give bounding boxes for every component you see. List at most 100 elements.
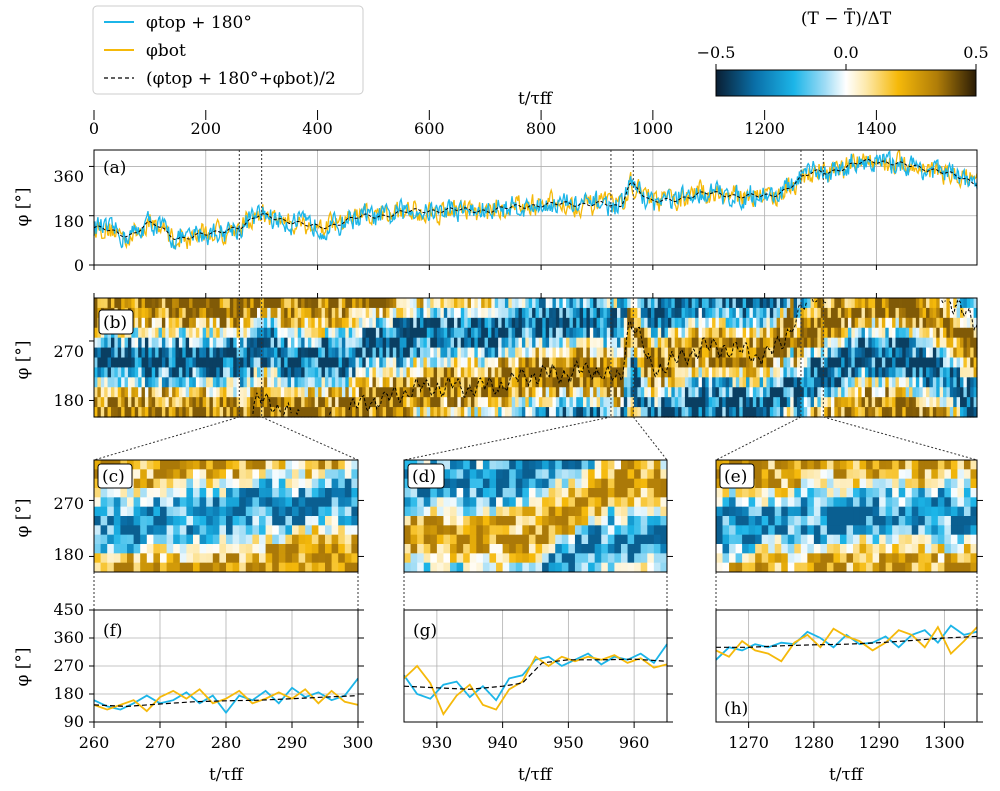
heat-cell	[104, 337, 109, 349]
heat-cell	[872, 525, 880, 536]
heat-cell	[664, 298, 669, 309]
heat-cell	[511, 377, 516, 388]
heat-cell	[212, 298, 217, 309]
heat-cell	[97, 357, 102, 369]
heat-cell	[817, 407, 822, 418]
heat-cell	[824, 367, 829, 378]
heat-cell	[827, 387, 832, 398]
heat-cell	[193, 534, 201, 545]
heat-cell	[127, 506, 135, 517]
panel-b-ytick: 180	[53, 391, 84, 410]
heat-cell	[960, 337, 965, 349]
heat-cell	[555, 525, 563, 536]
heat-cell	[918, 516, 926, 526]
heat-cell	[436, 553, 444, 564]
heat-cell	[260, 377, 265, 388]
heat-cell	[586, 327, 591, 339]
heat-cell	[305, 478, 313, 489]
heat-cell	[657, 357, 662, 369]
heat-cell	[192, 298, 197, 309]
heat-cell	[561, 497, 569, 508]
heat-cell	[124, 387, 129, 398]
heat-cell	[915, 397, 920, 408]
heat-cell	[117, 387, 122, 398]
heat-cell	[292, 469, 300, 480]
heat-cell	[766, 357, 771, 369]
heat-cell	[576, 307, 581, 319]
heat-cell	[182, 307, 187, 319]
heat-cell	[226, 407, 231, 418]
heat-cell	[931, 478, 939, 489]
heat-cell	[581, 506, 589, 517]
heat-cell	[657, 298, 662, 309]
heat-cell	[674, 317, 679, 329]
heat-cell	[701, 298, 706, 309]
heat-cell	[926, 317, 931, 329]
heat-cell	[168, 307, 173, 319]
heat-cell	[175, 357, 180, 369]
heat-cell	[270, 298, 275, 309]
heat-cell	[365, 367, 370, 378]
heat-cell	[199, 357, 204, 369]
heat-cell	[963, 534, 971, 545]
heat-cell	[885, 544, 893, 554]
heat-cell	[858, 298, 863, 309]
heat-cell	[252, 562, 260, 573]
heat-cell	[389, 387, 394, 398]
heat-cell	[620, 516, 629, 526]
colorbar-bar	[715, 69, 977, 97]
heat-cell	[794, 525, 802, 536]
heat-cell	[667, 317, 672, 329]
heat-cell	[861, 347, 866, 359]
heat-cell	[477, 397, 482, 408]
heat-cell	[888, 357, 893, 369]
heat-cell	[957, 506, 965, 517]
heat-cell	[392, 367, 397, 378]
heat-cell	[489, 478, 497, 489]
heat-cell	[956, 317, 961, 329]
heat-cell	[803, 347, 808, 359]
heat-cell	[654, 337, 659, 349]
heat-cell	[660, 516, 668, 526]
heat-cell	[715, 347, 720, 359]
heat-cell	[501, 407, 506, 418]
heat-cell	[542, 367, 547, 378]
heat-cell	[864, 298, 869, 309]
heat-cell	[912, 337, 917, 349]
heat-cell	[335, 337, 340, 349]
heat-cell	[257, 367, 262, 378]
heat-cell	[820, 307, 825, 319]
heat-cell	[311, 377, 316, 388]
heat-cell	[179, 562, 187, 573]
heat-cell	[160, 562, 168, 573]
heat-cell	[705, 377, 710, 388]
heat-cell	[574, 506, 583, 517]
heat-cell	[413, 407, 418, 418]
heat-cell	[443, 544, 451, 554]
heat-cell	[794, 460, 802, 470]
heat-cell	[263, 307, 268, 319]
heat-cell	[596, 397, 601, 408]
heat-cell	[144, 377, 149, 388]
heat-cell	[515, 407, 520, 418]
heat-cell	[470, 367, 475, 378]
heat-cell	[259, 488, 267, 498]
heat-cell	[834, 377, 839, 388]
heat-cell	[810, 367, 815, 378]
heat-cell	[538, 377, 543, 388]
heat-cell	[351, 544, 359, 554]
heat-cell	[236, 397, 241, 408]
heat-cell	[847, 357, 852, 369]
heat-cell	[600, 337, 605, 349]
heat-cell	[909, 367, 914, 378]
heat-cell	[820, 387, 825, 398]
heat-cell	[331, 469, 339, 480]
heat-cell	[603, 337, 608, 349]
zoom-connector	[823, 416, 978, 461]
heat-cell	[732, 387, 737, 398]
heat-cell	[358, 367, 363, 378]
heat-cell	[725, 367, 730, 378]
heat-cell	[216, 377, 221, 388]
heat-cell	[653, 497, 661, 508]
heat-cell	[481, 357, 486, 369]
